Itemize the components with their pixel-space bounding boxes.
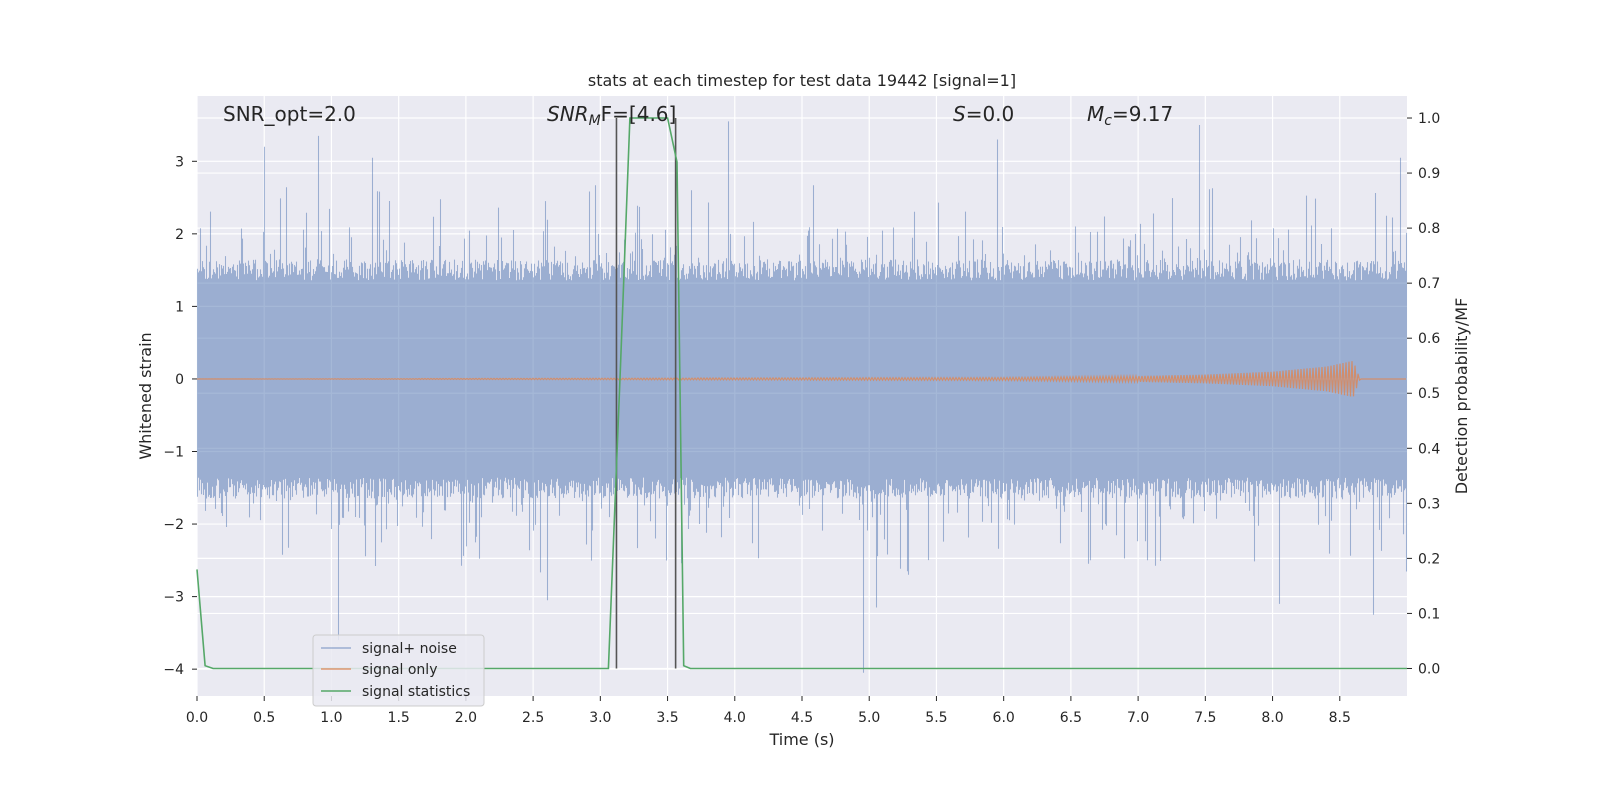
x-tick-label: 0.5 — [253, 710, 275, 726]
legend-label-signal-noise: signal+ noise — [362, 641, 457, 657]
legend-box — [312, 634, 485, 707]
y-tick-label-right: 0.1 — [1418, 606, 1440, 622]
x-tick-label: 7.0 — [1127, 710, 1149, 726]
y-tick-label-right: 0.4 — [1418, 441, 1440, 457]
x-tick-label: 5.5 — [925, 710, 947, 726]
y-tick-label-left: −2 — [163, 517, 184, 533]
chirp-trace — [197, 361, 1406, 397]
annotation-snr-mf: SNRMF=[4.6] — [547, 102, 676, 129]
y-tick-label-right: 0.2 — [1418, 551, 1440, 567]
chirp-series — [197, 361, 1406, 397]
x-tick-label: 6.5 — [1060, 710, 1082, 726]
legend-label-signal-statistics: signal statistics — [362, 684, 470, 700]
x-tick-label: 2.5 — [522, 710, 544, 726]
y-tick-label-right: 0.5 — [1418, 386, 1440, 402]
y-tick-label-left: 1 — [175, 299, 184, 315]
s-rest: =0.0 — [966, 102, 1015, 126]
y-tick-label-left: −3 — [163, 590, 184, 606]
y-tick-label-right: 0.6 — [1418, 331, 1440, 347]
x-tick-label: 7.5 — [1194, 710, 1216, 726]
y-tick-label-right: 0.8 — [1418, 221, 1440, 237]
vertical-markers — [615, 118, 677, 669]
x-tick-label: 6.0 — [993, 710, 1015, 726]
x-tick-label: 4.5 — [791, 710, 813, 726]
mc-sub: c — [1104, 113, 1112, 129]
y-axis-label-right: Detection probability/MF — [1452, 298, 1471, 495]
snr-mf-rest: F=[4.6] — [601, 102, 677, 126]
y-axis-label-left: Whitened strain — [136, 332, 155, 459]
y-tick-label-right: 0.0 — [1418, 661, 1440, 677]
y-tick-label-right: 0.9 — [1418, 166, 1440, 182]
x-tick-label: 1.5 — [388, 710, 410, 726]
mc-var: M — [1087, 102, 1104, 126]
annotation-s: S=0.0 — [953, 102, 1014, 126]
tick-labels: 0.0 0.5 1.0 1.5 2.0 2.5 3.0 3.5 4.0 4.5 5.0 5.5 6.0 6… — [163, 111, 1440, 726]
annotation-snr-opt: SNR_opt=2.0 — [223, 102, 356, 126]
y-tick-label-left: 0 — [175, 372, 184, 388]
annotation-mc: Mc=9.17 — [1087, 102, 1173, 129]
x-tick-label: 3.5 — [656, 710, 678, 726]
chart-title: stats at each timestep for test data 194… — [588, 71, 1016, 90]
y-tick-label-left: −4 — [163, 662, 184, 678]
x-tick-label: 8.5 — [1329, 710, 1351, 726]
mc-rest: =9.17 — [1112, 102, 1173, 126]
s-var: S — [953, 102, 966, 126]
y-tick-label-left: 3 — [175, 154, 184, 170]
x-tick-label: 1.0 — [320, 710, 342, 726]
x-tick-label: 8.0 — [1261, 710, 1283, 726]
x-tick-label: 3.0 — [589, 710, 611, 726]
legend: signal+ noise signal only signal statist… — [312, 634, 485, 707]
x-tick-label: 4.0 — [724, 710, 746, 726]
x-tick-label: 5.0 — [858, 710, 880, 726]
y-tick-label-right: 1.0 — [1418, 111, 1440, 127]
x-tick-label: 2.0 — [455, 710, 477, 726]
y-tick-label-left: −1 — [163, 445, 184, 461]
statistics-trace — [196, 117, 1407, 670]
snr-mf-sub: M — [589, 113, 601, 129]
x-axis-label: Time (s) — [768, 730, 834, 749]
x-tick-label: 0.0 — [186, 710, 208, 726]
statistics-series — [196, 117, 1407, 670]
y-tick-label-right: 0.7 — [1418, 276, 1440, 292]
legend-label-signal-only: signal only — [362, 662, 437, 678]
snr-mf-main: SNR — [547, 102, 589, 126]
y-tick-label-right: 0.3 — [1418, 496, 1440, 512]
y-tick-label-left: 2 — [175, 227, 184, 243]
